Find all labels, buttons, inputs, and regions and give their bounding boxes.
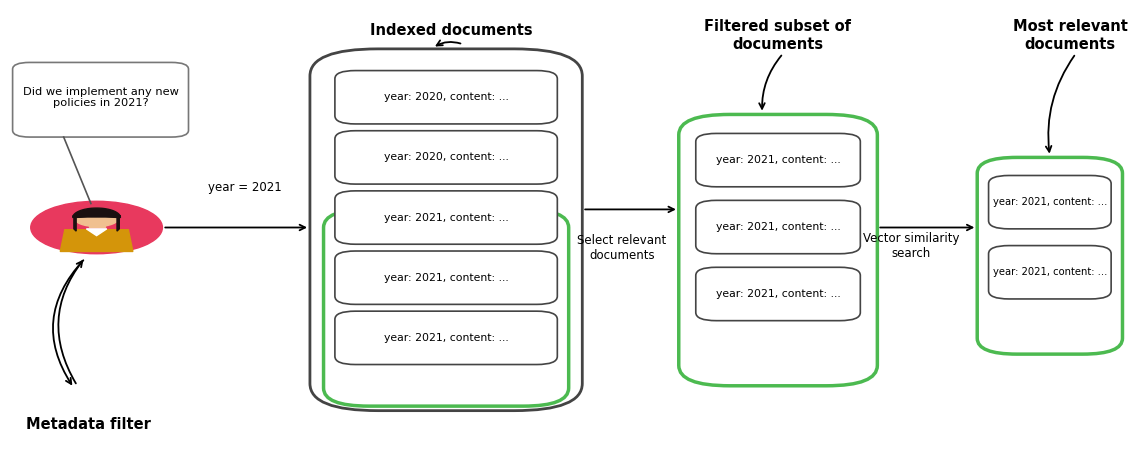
Polygon shape	[117, 216, 119, 231]
FancyBboxPatch shape	[678, 115, 877, 386]
Text: Vector similarity
search: Vector similarity search	[864, 232, 960, 260]
Text: year: 2021, content: ...: year: 2021, content: ...	[383, 212, 508, 222]
FancyBboxPatch shape	[696, 133, 860, 187]
Text: Select relevant
documents: Select relevant documents	[578, 234, 667, 262]
Polygon shape	[61, 230, 133, 252]
Polygon shape	[86, 229, 106, 236]
Text: year = 2021: year = 2021	[208, 181, 283, 193]
Circle shape	[31, 201, 162, 254]
Bar	[88, 217, 104, 227]
FancyBboxPatch shape	[696, 200, 860, 254]
Text: year: 2021, content: ...: year: 2021, content: ...	[383, 273, 508, 283]
FancyBboxPatch shape	[335, 71, 557, 124]
Text: Did we implement any new
policies in 2021?: Did we implement any new policies in 202…	[23, 87, 178, 108]
FancyBboxPatch shape	[977, 157, 1122, 354]
Circle shape	[74, 208, 119, 227]
Text: year: 2020, content: ...: year: 2020, content: ...	[383, 152, 509, 162]
Polygon shape	[73, 208, 120, 217]
FancyBboxPatch shape	[13, 62, 189, 137]
Text: year: 2021, content: ...: year: 2021, content: ...	[383, 333, 508, 343]
Text: year: 2021, content: ...: year: 2021, content: ...	[716, 289, 841, 299]
Text: Indexed documents: Indexed documents	[371, 23, 533, 38]
Text: Filtered subset of
documents: Filtered subset of documents	[704, 19, 851, 51]
FancyBboxPatch shape	[310, 49, 582, 411]
FancyBboxPatch shape	[335, 191, 557, 244]
Text: year: 2021, content: ...: year: 2021, content: ...	[993, 197, 1107, 207]
FancyBboxPatch shape	[335, 251, 557, 304]
Text: Metadata filter: Metadata filter	[26, 417, 151, 432]
FancyBboxPatch shape	[988, 176, 1111, 229]
Text: year: 2020, content: ...: year: 2020, content: ...	[383, 92, 509, 102]
Text: year: 2021, content: ...: year: 2021, content: ...	[993, 267, 1107, 277]
FancyBboxPatch shape	[988, 246, 1111, 299]
FancyBboxPatch shape	[335, 131, 557, 184]
FancyBboxPatch shape	[324, 209, 569, 406]
Text: Most relevant
documents: Most relevant documents	[1012, 19, 1128, 51]
Text: year: 2021, content: ...: year: 2021, content: ...	[716, 222, 841, 232]
Polygon shape	[74, 216, 77, 231]
FancyBboxPatch shape	[335, 311, 557, 364]
Text: year: 2021, content: ...: year: 2021, content: ...	[716, 155, 841, 165]
FancyBboxPatch shape	[696, 267, 860, 321]
